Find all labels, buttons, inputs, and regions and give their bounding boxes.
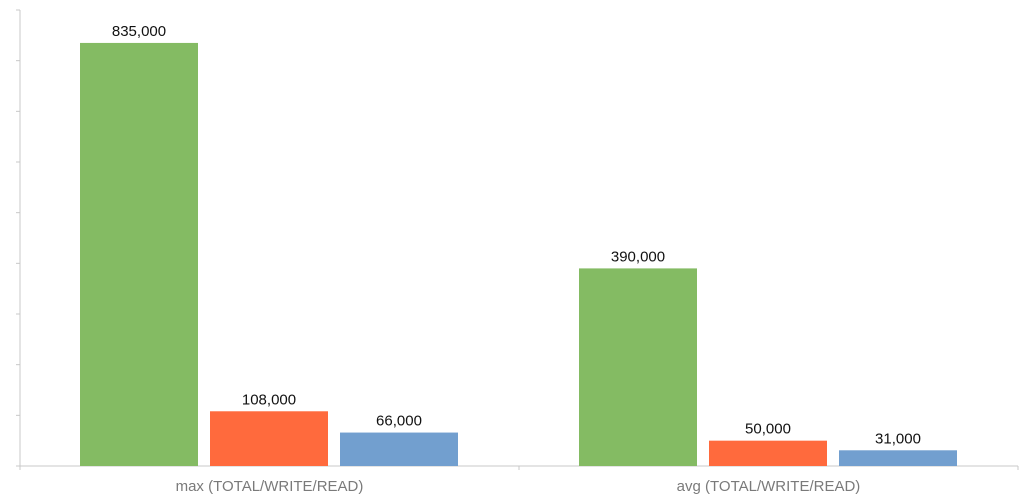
y-axis-ticks [16, 9, 20, 467]
data-label: 390,000 [611, 248, 665, 265]
data-label: 108,000 [242, 391, 296, 408]
data-label: 31,000 [875, 430, 921, 447]
data-label: 835,000 [112, 23, 166, 40]
x-axis-ticks [19, 466, 1019, 470]
bar [340, 432, 458, 466]
bar [210, 411, 328, 466]
category-label: avg (TOTAL/WRITE/READ) [677, 478, 861, 495]
bar [579, 268, 697, 466]
data-label: 66,000 [376, 413, 422, 430]
category-label: max (TOTAL/WRITE/READ) [176, 478, 364, 495]
bar-group [80, 42, 957, 466]
bar [709, 440, 827, 466]
category-label-group: max (TOTAL/WRITE/READ) avg (TOTAL/WRITE/R… [176, 478, 861, 495]
data-label: 50,000 [745, 421, 791, 438]
bar [839, 450, 957, 466]
data-label-group: 835,000 108,000 66,000 390,000 50,000 31,000 [112, 23, 921, 447]
bar [80, 42, 198, 466]
